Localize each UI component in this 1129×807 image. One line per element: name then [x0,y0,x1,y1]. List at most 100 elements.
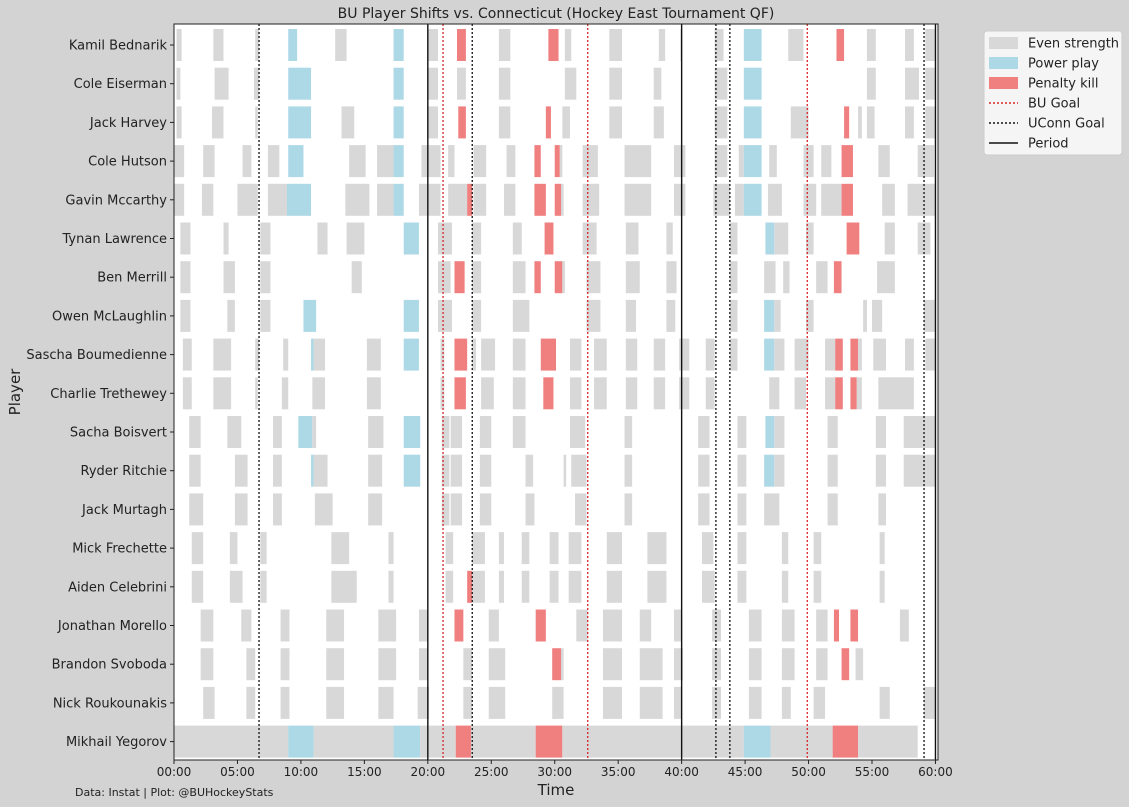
x-tick-label: 15:00 [347,765,382,779]
legend-label: Period [1028,137,1069,152]
shift-bar-ev [609,106,622,139]
shift-bar-ev [658,29,666,61]
shift-bar-ev [875,454,886,487]
shift-bar-ev [713,183,730,216]
shift-bar-ev [189,416,201,448]
shift-bar-ev [272,493,282,526]
shift-bar-ev [441,493,450,526]
shift-bar-ev [472,261,482,294]
shift-bar-pp [286,183,312,216]
shift-bar-ev [905,106,914,139]
shift-bar-ev [213,377,232,410]
shift-bar-ev [882,183,895,216]
x-axis-label: Time [537,781,575,799]
shift-bar-ev [674,609,682,642]
events-layer [258,24,937,760]
shift-bar-ev [653,106,664,139]
shift-bar-ev [866,29,876,61]
shift-bar-ev [472,532,485,565]
shift-bar-ev [729,299,738,332]
shift-bar-ev [241,609,252,642]
shift-bar-ev [174,145,185,178]
player-row [189,416,936,448]
shift-bar-ev [806,299,814,332]
shift-bar-ev [366,377,381,410]
y-tick-label: Sascha Boumedienne [26,348,167,363]
y-axis-ticks: Kamil Bednarik Cole Eiserman Jack Harvey Co… [26,39,174,750]
shift-bar-ev [926,454,936,487]
y-tick-label: Jack Murtagh [81,503,167,518]
shift-bar-ev [714,29,724,61]
player-row [182,377,914,410]
legend-box [983,30,1123,156]
legend-label: BU Goal [1028,97,1080,112]
shift-bar-ev [280,686,290,719]
player-row [182,338,936,371]
legend-label: Penalty kill [1028,77,1098,92]
shift-bar-ev [472,338,477,371]
shift-bar-ev [313,338,326,371]
shift-bar-ev [666,261,677,294]
shift-bar-pp [403,299,419,332]
shift-bar-ev [427,29,438,61]
x-tick-label: 50:00 [791,765,826,779]
y-tick-label: Kamil Bednarik [69,39,168,54]
y-tick-label: Mick Frechette [72,542,167,557]
shift-bar-ev [457,67,466,100]
shift-bar-ev [253,67,260,100]
shift-bar-ev [764,261,776,294]
shift-bar-pk [454,377,466,410]
shift-bar-pk [554,261,563,294]
shift-bar-ev [366,338,381,371]
shift-bar-ev [788,29,804,61]
shift-bar-pk [543,377,554,410]
shift-bar-ev [506,145,516,178]
shift-bar-ev [525,493,535,526]
shift-bar-ev [561,648,564,681]
shift-bar-ev [418,648,428,681]
shift-bar-ev [858,106,862,139]
shift-bar-ev [679,338,690,371]
shift-bar-ev [437,261,451,294]
shift-bar-ev [714,67,728,100]
shift-bar-ev [875,416,886,448]
shift-bar-ev [790,106,809,139]
shift-bar-ev [666,222,673,255]
shift-bar-ev [606,570,622,603]
y-tick-label: Gavin Mccarthy [65,193,167,208]
shift-bar-pp [764,338,775,371]
shift-bar-ev [351,261,362,294]
shift-bar-ev [201,183,214,216]
shift-bar-pp [393,29,404,61]
footer-credit: Data: Instat | Plot: @BUHockeyStats [75,786,274,799]
shift-bar-ev [280,609,290,642]
shift-bar-ev [712,686,721,719]
shift-bar-ev [625,222,639,255]
shift-bar-ev [368,493,383,526]
shift-bar-ev [586,261,601,294]
shift-bar-pp [743,67,762,100]
shift-bar-ev [180,222,191,255]
shift-bar-ev [463,648,473,681]
shift-bar-ev [899,609,909,642]
shift-bar-ev [267,183,287,216]
shift-bar-ev [349,145,366,178]
shift-bar-ev [705,338,715,371]
shift-bar-ev [639,648,663,681]
shift-bar-ev [260,261,271,294]
shift-bar-pp [764,454,775,487]
y-tick-label: Ryder Ritchie [81,464,167,479]
shift-bar-ev [674,183,686,216]
shift-bar-ev [571,454,587,487]
shift-bar-ev [813,532,822,565]
player-row [174,725,918,758]
shift-bar-pk [835,377,843,410]
plot-frame [173,23,939,761]
shift-bar-ev [448,145,455,178]
shift-bar-ev [512,338,526,371]
shift-bar-ev [512,299,530,332]
shift-bar-ev [774,416,785,448]
shift-bar-ev [182,338,192,371]
shift-bar-ev [552,686,564,719]
shift-bar-ev [498,532,504,565]
